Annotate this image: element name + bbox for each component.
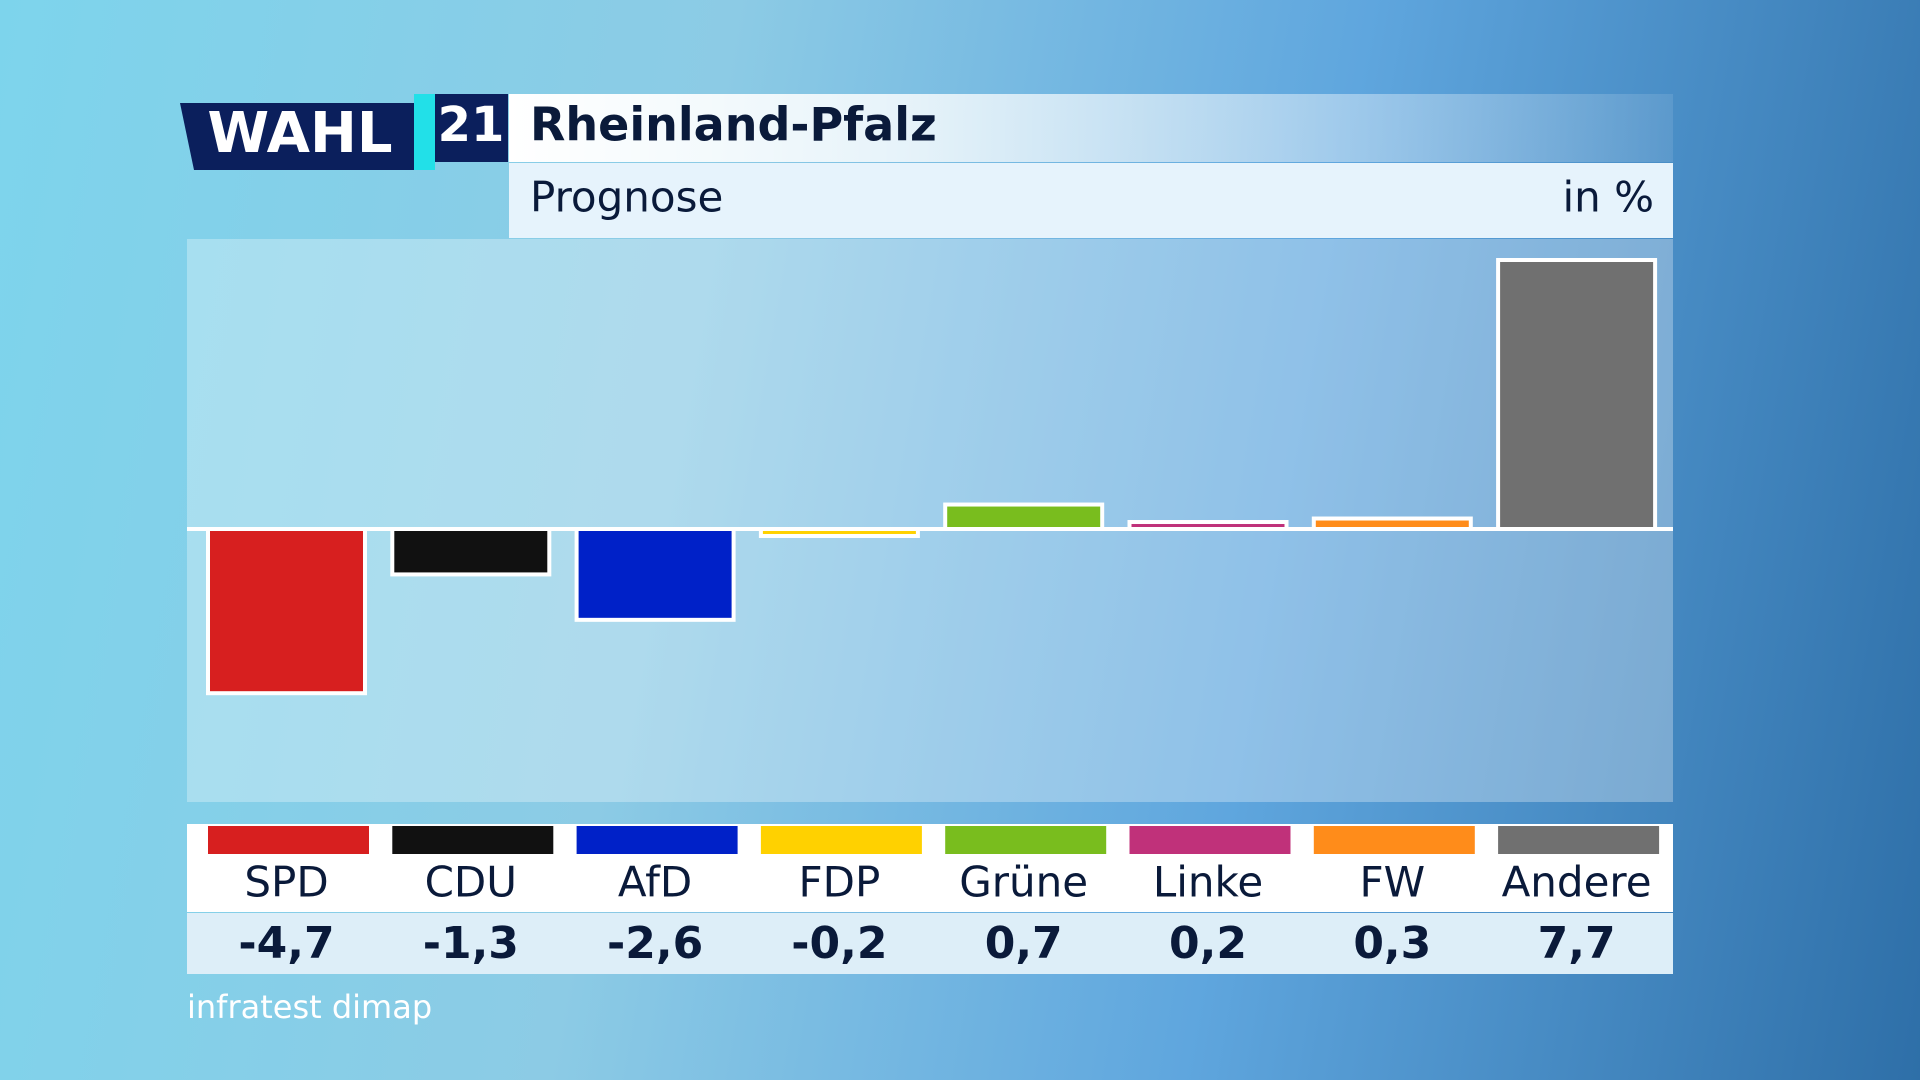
value-label: -0,2 — [791, 918, 887, 969]
category-label: Grüne — [959, 858, 1088, 907]
logo-text: WAHL — [207, 101, 392, 166]
subtitle-bar — [509, 163, 1673, 238]
chart-title: Rheinland-Pfalz — [530, 98, 937, 152]
value-strip — [187, 913, 1673, 974]
value-label: 7,7 — [1538, 918, 1616, 969]
legend-swatch — [208, 826, 369, 854]
category-label: Linke — [1153, 858, 1263, 907]
category-label: FW — [1359, 858, 1425, 907]
legend-swatch — [945, 826, 1107, 854]
logo-number-box — [435, 94, 508, 162]
bar — [943, 502, 1105, 531]
logo-box — [180, 103, 414, 170]
category-label: AfD — [618, 858, 692, 907]
value-label: -4,7 — [238, 918, 334, 969]
legend-swatch — [1498, 826, 1660, 854]
source: infratest dimap — [187, 988, 432, 1026]
logo-number: 21 — [438, 97, 505, 153]
chart-subtitle: Prognose — [530, 173, 723, 222]
category-label: Andere — [1502, 858, 1652, 907]
logo-accent — [414, 94, 435, 170]
value-label: -2,6 — [607, 918, 703, 969]
value-label: 0,7 — [985, 918, 1063, 969]
value-label: 0,3 — [1353, 918, 1431, 969]
title-bar — [509, 94, 1673, 162]
category-label: FDP — [798, 858, 880, 907]
legend-swatch — [1313, 826, 1475, 854]
legend-swatch — [1129, 826, 1291, 854]
value-label: 0,2 — [1169, 918, 1247, 969]
legend-swatch — [760, 826, 922, 854]
legend-swatch — [576, 826, 738, 854]
bar — [1496, 258, 1658, 531]
value-label: -1,3 — [423, 918, 519, 969]
bar — [206, 527, 367, 696]
legend-swatch — [392, 826, 554, 854]
category-label: SPD — [244, 858, 328, 907]
bar — [390, 527, 552, 577]
bar — [574, 527, 736, 622]
category-label: CDU — [425, 858, 517, 907]
unit-label: in % — [1562, 173, 1654, 222]
